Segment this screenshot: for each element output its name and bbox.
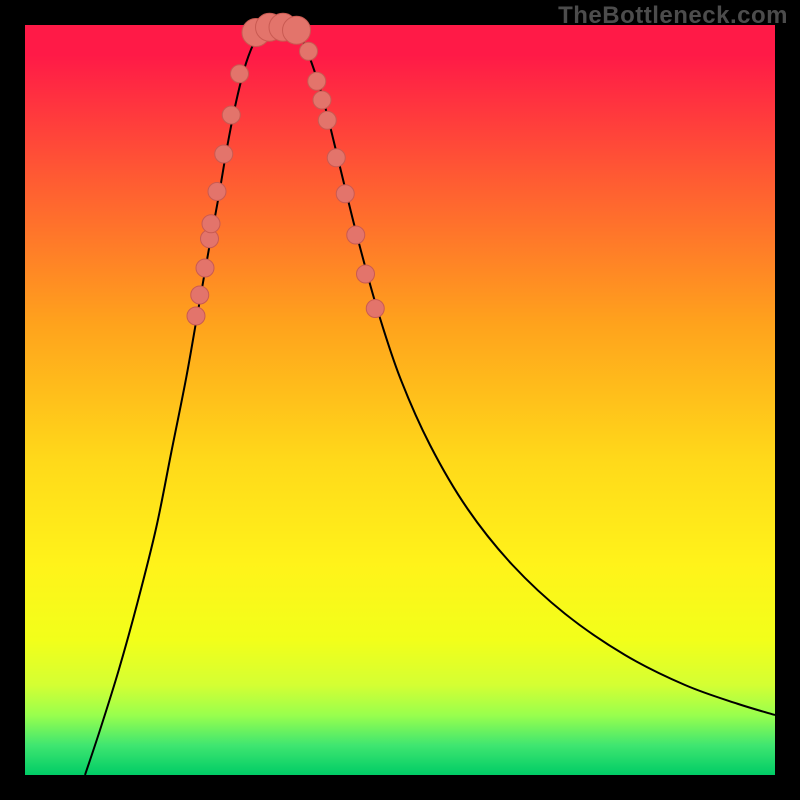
curve-marker (191, 286, 209, 304)
curve-marker (187, 307, 205, 325)
curve-marker (308, 72, 326, 90)
curve-marker (231, 65, 249, 83)
curve-marker (347, 226, 365, 244)
chart-svg (25, 25, 775, 775)
curve-marker (357, 265, 375, 283)
curve-marker (222, 106, 240, 124)
curve-marker (202, 215, 220, 233)
curve-marker (283, 16, 311, 44)
gradient-background (25, 25, 775, 775)
curve-marker (300, 42, 318, 60)
curve-marker (318, 111, 336, 129)
curve-marker (327, 149, 345, 167)
curve-marker (196, 259, 214, 277)
curve-marker (215, 145, 233, 163)
chart-plot-area (25, 25, 775, 775)
curve-marker (336, 185, 354, 203)
curve-marker (366, 300, 384, 318)
chart-frame: TheBottleneck.com (0, 0, 800, 800)
watermark-text: TheBottleneck.com (558, 2, 788, 30)
curve-marker (208, 183, 226, 201)
curve-marker (313, 91, 331, 109)
